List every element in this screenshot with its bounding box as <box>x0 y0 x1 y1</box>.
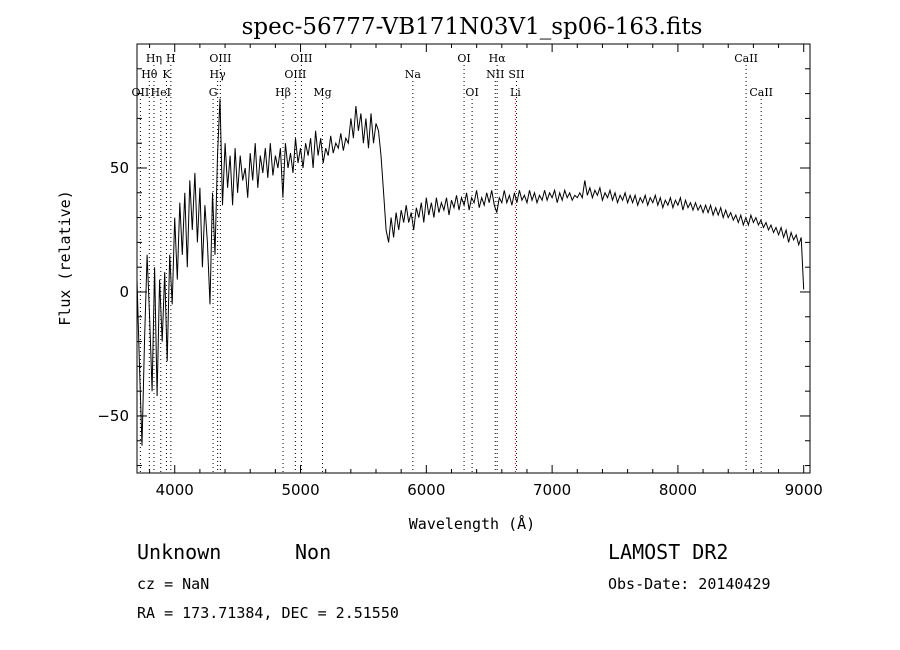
line-marker-label: Na <box>405 68 422 81</box>
line-marker-label: OI <box>465 86 478 99</box>
line-marker-label: OIII <box>284 68 306 81</box>
line-marker-label: CaII <box>749 86 773 99</box>
survey-label: LAMOST DR2 <box>608 540 729 564</box>
flux-series-line <box>136 98 805 446</box>
line-marker-label: Li <box>510 86 521 99</box>
line-marker-label: Hγ <box>210 68 227 81</box>
spectral-line-markers: OII Hθ Hη HeI KH G Hγ OIII Hβ OIII OIII Mg Na OI OI NII… <box>132 52 773 473</box>
plot-frame <box>136 43 811 474</box>
line-marker-label: H <box>166 52 176 65</box>
line-marker-label: G <box>209 86 218 99</box>
chart-title: spec-56777-VB171N03V1_sp06-163.fits <box>242 14 703 40</box>
line-marker-label: OI <box>457 52 470 65</box>
obs-date-label: Obs-Date: 20140429 <box>608 575 771 593</box>
x-tick-label: 5000 <box>281 481 319 499</box>
x-tick-label: 4000 <box>156 481 194 499</box>
line-marker-label: Hη <box>146 52 162 65</box>
x-axis-label: Wavelength (Å) <box>409 514 535 533</box>
line-marker-label: NII <box>486 68 504 81</box>
line-marker-label: CaII <box>734 52 758 65</box>
line-marker-label: OIII <box>290 52 312 65</box>
line-marker-label: K <box>162 68 171 81</box>
line-marker-label: Hα <box>489 52 507 65</box>
line-marker-label: SII <box>508 68 524 81</box>
y-tick-label: 50 <box>110 159 129 177</box>
y-axis-label: Flux (relative) <box>56 190 74 325</box>
y-tick-label: 0 <box>119 283 129 301</box>
axis-ticks: 4000 5000 6000 7000 8000 9000 −50 0 50 <box>97 44 823 499</box>
y-tick-label: −50 <box>97 407 129 425</box>
x-tick-label: 7000 <box>533 481 571 499</box>
line-marker-label: OII <box>132 86 150 99</box>
x-tick-label: 6000 <box>407 481 445 499</box>
class-label: Unknown <box>137 540 222 564</box>
x-tick-label: 8000 <box>659 481 697 499</box>
redshift-label: cz = NaN <box>137 575 210 593</box>
line-marker-label: Hθ <box>141 68 158 81</box>
subclass-label: Non <box>295 540 332 564</box>
line-marker-label: OIII <box>209 52 231 65</box>
x-tick-label: 9000 <box>785 481 823 499</box>
coordinates-label: RA = 173.71384, DEC = 2.51550 <box>137 604 399 622</box>
line-marker-label: Hβ <box>275 86 291 99</box>
line-marker-label: Mg <box>313 86 331 99</box>
line-marker-label: HeI <box>151 86 171 99</box>
